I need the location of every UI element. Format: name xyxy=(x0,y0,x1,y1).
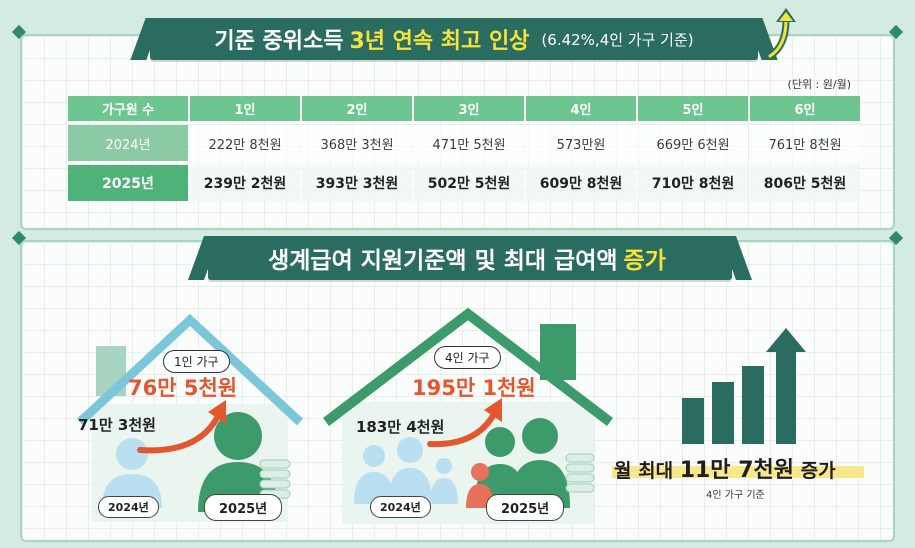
year-2024-pill: 2024년 xyxy=(370,496,431,518)
unit-note: (단위 : 원/월) xyxy=(787,78,851,91)
table-header-cell: 4인 xyxy=(526,96,636,121)
bar-growth-icon xyxy=(682,328,806,444)
table-header-cell: 5인 xyxy=(638,96,748,121)
old-benefit-amount: 71만 3천원 xyxy=(78,416,156,434)
table-cell: 502만 5천원 xyxy=(414,165,524,201)
max-increase-summary: 월 최대 11만 7천원 증가 xyxy=(614,458,836,483)
row-year-2025: 2025년 xyxy=(68,165,188,201)
table-header-cell: 1인 xyxy=(190,96,300,121)
curved-arrow-icon xyxy=(137,413,221,454)
table-header-cell: 6인 xyxy=(750,96,860,121)
year-2025-pill: 2025년 xyxy=(204,494,283,521)
table-cell: 806만 5천원 xyxy=(750,165,860,201)
table-cell: 669만 6천원 xyxy=(638,125,748,161)
new-benefit-amount: 195만 1천원 xyxy=(412,376,536,400)
row-year-2024: 2024년 xyxy=(68,125,188,161)
new-benefit-amount: 76만 5천원 xyxy=(128,376,238,400)
table-cell: 710만 8천원 xyxy=(638,165,748,201)
year-2025-pill: 2025년 xyxy=(486,494,565,521)
table-cell: 393만 3천원 xyxy=(302,165,412,201)
household-label: 1인 가구 xyxy=(163,350,230,373)
table-cell: 222만 8천원 xyxy=(190,125,300,161)
table-cell: 239만 2천원 xyxy=(190,165,300,201)
coin-stack-icon xyxy=(565,453,595,493)
household-label: 4인 가구 xyxy=(434,346,501,369)
curved-arrow-icon xyxy=(427,411,497,448)
summary-note: 4인 가구 기준 xyxy=(706,490,765,501)
old-benefit-amount: 183만 4천원 xyxy=(356,418,445,436)
house-illustration xyxy=(322,307,614,524)
table-header-cell: 3인 xyxy=(414,96,524,121)
median-income-title: 기준 중위소득 3년 연속 최고 인상 (6.42%,4인 가구 기준) xyxy=(150,18,758,60)
table-cell: 761만 8천원 xyxy=(750,125,860,161)
table-cell: 609만 8천원 xyxy=(526,165,636,201)
coin-stack-icon xyxy=(259,459,291,499)
summary-highlight xyxy=(612,466,864,478)
table-header-cell: 가구원 수 xyxy=(68,96,188,121)
median-income-table: 가구원 수 1인 2인 3인 4인 5인 6인 2024년 222만 8천원 3… xyxy=(68,96,860,201)
table-cell: 573만원 xyxy=(526,125,636,161)
table-cell: 368만 3천원 xyxy=(302,125,412,161)
table-cell: 471만 5천원 xyxy=(414,125,524,161)
table-header-cell: 2인 xyxy=(302,96,412,121)
up-arrow-icon xyxy=(766,8,796,60)
year-2024-pill: 2024년 xyxy=(98,496,159,518)
livelihood-benefit-title: 생계급여 지원기준액 및 최대 급여액 증가 xyxy=(208,236,732,280)
